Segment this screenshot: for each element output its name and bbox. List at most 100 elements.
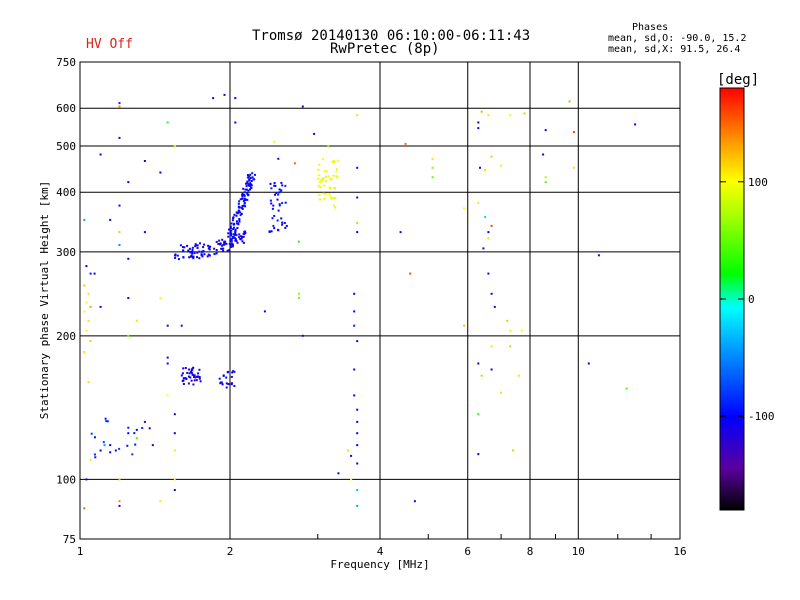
echo-point [87, 292, 90, 295]
echo-point [173, 432, 176, 435]
echo-point [249, 188, 251, 191]
echo-point [184, 377, 187, 380]
echo-point [317, 184, 320, 187]
echo-point [243, 232, 246, 235]
echo-point [109, 218, 112, 221]
echo-point [118, 244, 121, 246]
echo-point [235, 240, 238, 243]
echo-point [186, 244, 189, 247]
echo-point [283, 222, 286, 224]
echo-point [190, 255, 193, 257]
echo-point [127, 334, 130, 337]
echo-point [105, 420, 108, 423]
echo-point [509, 329, 512, 332]
echo-point [247, 183, 250, 186]
echo-point [236, 227, 239, 229]
echo-point [477, 201, 480, 204]
echo-point [230, 222, 233, 225]
echo-point [231, 371, 234, 374]
echo-point [248, 185, 251, 187]
echo-point [176, 254, 179, 257]
echo-point [246, 176, 249, 179]
y-axis-label: Stationary phase Virtual Height [km] [38, 181, 51, 419]
echo-point [186, 371, 189, 374]
echo-point [241, 195, 244, 198]
echo-point [480, 110, 483, 113]
echo-point [240, 206, 243, 209]
echo-point [479, 166, 481, 169]
echo-point [350, 454, 353, 457]
echo-point [242, 235, 245, 238]
echo-point [301, 334, 304, 337]
echo-point [193, 374, 196, 377]
echo-point [279, 190, 282, 193]
echo-point [230, 245, 233, 248]
echo-point [227, 383, 230, 386]
echo-point [180, 324, 183, 327]
echo-point [223, 240, 226, 243]
echo-point [159, 171, 162, 174]
echo-point [182, 246, 184, 249]
echo-point [238, 236, 240, 239]
echo-point [194, 243, 197, 246]
echo-point [244, 188, 247, 191]
echo-point [196, 251, 199, 254]
echo-point [276, 219, 279, 222]
x-tick-label: 1 [77, 545, 84, 558]
echo-point [270, 202, 273, 205]
echo-point [131, 453, 134, 456]
echo-point [237, 202, 240, 205]
echo-point [319, 198, 322, 201]
echo-point [284, 226, 287, 229]
echo-point [319, 179, 322, 182]
echo-point [118, 136, 121, 139]
echo-point [245, 182, 247, 185]
echo-point [230, 234, 232, 237]
echo-point [212, 97, 215, 100]
echo-point [235, 234, 238, 237]
echo-point [252, 178, 255, 181]
echo-point [251, 176, 254, 179]
echo-point [597, 254, 600, 257]
echo-point [89, 340, 92, 343]
echo-point [218, 239, 221, 242]
echo-point [215, 252, 218, 255]
echo-point [634, 123, 637, 126]
echo-point [317, 178, 320, 180]
echo-point [239, 198, 242, 201]
echo-point [135, 437, 138, 440]
echo-point [274, 184, 277, 187]
echo-point [143, 420, 146, 423]
echo-point [200, 250, 203, 253]
echo-point [243, 191, 246, 194]
echo-point [509, 114, 512, 117]
echo-point [189, 376, 192, 379]
echo-point [166, 121, 169, 124]
echo-point [250, 180, 253, 182]
x-tick-label: 6 [464, 545, 471, 558]
echo-point [104, 417, 107, 420]
echo-point [230, 238, 232, 241]
echo-point [249, 182, 252, 185]
echo-point [335, 175, 338, 178]
echo-point [99, 449, 102, 452]
echo-point [141, 427, 144, 429]
echo-point [109, 451, 112, 454]
echo-point [241, 192, 244, 195]
echo-point [330, 196, 332, 198]
echo-point [487, 231, 490, 234]
echo-point [329, 178, 332, 181]
echo-point [336, 159, 339, 162]
echo-point [232, 223, 235, 226]
echo-point [194, 376, 197, 379]
echo-point [337, 472, 340, 475]
echo-point [228, 228, 231, 231]
echo-point [272, 224, 275, 227]
echo-point [193, 379, 196, 382]
echo-point [248, 178, 251, 181]
echo-point [250, 186, 252, 189]
echo-point [238, 200, 241, 203]
echo-point [323, 170, 326, 173]
echo-point [234, 238, 237, 241]
